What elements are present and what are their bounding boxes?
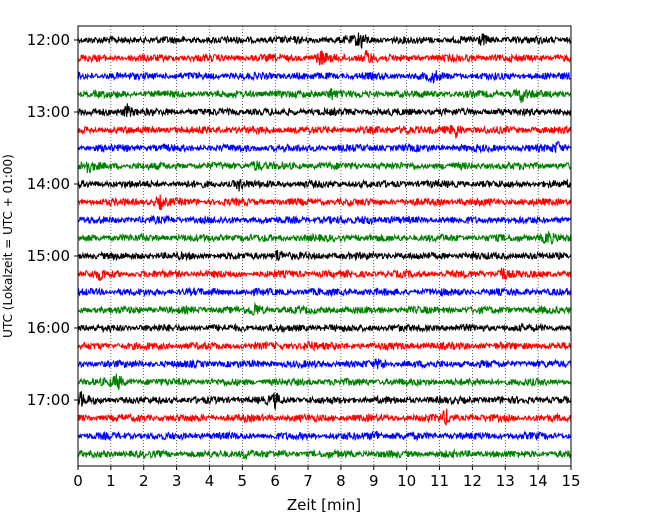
trace-row (77, 430, 572, 442)
trace-row (77, 249, 572, 262)
trace-row (77, 408, 572, 426)
trace-row (77, 124, 572, 139)
seismic-traces (77, 32, 572, 460)
trace-row (77, 301, 572, 316)
y-tick-label: 12:00 (27, 31, 70, 49)
x-tick-label: 2 (139, 472, 149, 490)
x-tick-label: 14 (529, 472, 548, 490)
trace-row (77, 32, 572, 49)
x-axis-ticks: 0 1 2 3 4 5 6 7 8 9 10 11 12 13 14 15 (73, 466, 581, 490)
x-tick-label: 15 (561, 472, 580, 490)
plot-background (78, 26, 571, 466)
trace-row (77, 373, 572, 390)
trace-row (77, 178, 572, 192)
x-tick-label: 10 (397, 472, 416, 490)
x-axis-label: Zeit [min] (287, 496, 361, 514)
trace-row (77, 88, 572, 104)
trace-row (77, 160, 572, 174)
y-axis-label: UTC (Lokalzeit = UTC + 01:00) (1, 154, 15, 338)
trace-row (77, 214, 572, 226)
y-tick-label: 15:00 (27, 247, 70, 265)
x-tick-label: 0 (73, 472, 83, 490)
plot-frame (77, 25, 572, 467)
x-tick-label: 8 (336, 472, 346, 490)
trace-row (77, 140, 572, 154)
x-tick-label: 9 (369, 472, 379, 490)
y-axis-ticks: 12:00 13:00 14:00 15:00 16:00 17:00 (27, 31, 78, 409)
trace-row (77, 70, 572, 85)
trace-row (77, 322, 572, 334)
trace-row (77, 390, 572, 410)
x-tick-label: 12 (463, 472, 482, 490)
y-tick-label: 13:00 (27, 103, 70, 121)
x-tick-label: 13 (496, 472, 515, 490)
y-tick-label: 16:00 (27, 319, 70, 337)
x-tick-label: 1 (106, 472, 116, 490)
trace-row (77, 231, 572, 245)
x-tick-label: 5 (238, 472, 248, 490)
trace-row (77, 339, 572, 353)
x-tick-label: 4 (205, 472, 215, 490)
trace-row (77, 103, 572, 118)
trace-row (77, 194, 572, 211)
x-tick-label: 11 (430, 472, 449, 490)
trace-row (77, 50, 572, 66)
y-tick-label: 17:00 (27, 391, 70, 409)
x-tick-label: 3 (172, 472, 182, 490)
y-tick-label: 14:00 (27, 175, 70, 193)
vertical-grid (110, 26, 539, 466)
trace-row (77, 267, 572, 282)
trace-row (77, 448, 572, 460)
x-tick-label: 7 (303, 472, 313, 490)
x-tick-label: 6 (270, 472, 280, 490)
trace-row (77, 358, 572, 370)
trace-row (77, 286, 572, 298)
